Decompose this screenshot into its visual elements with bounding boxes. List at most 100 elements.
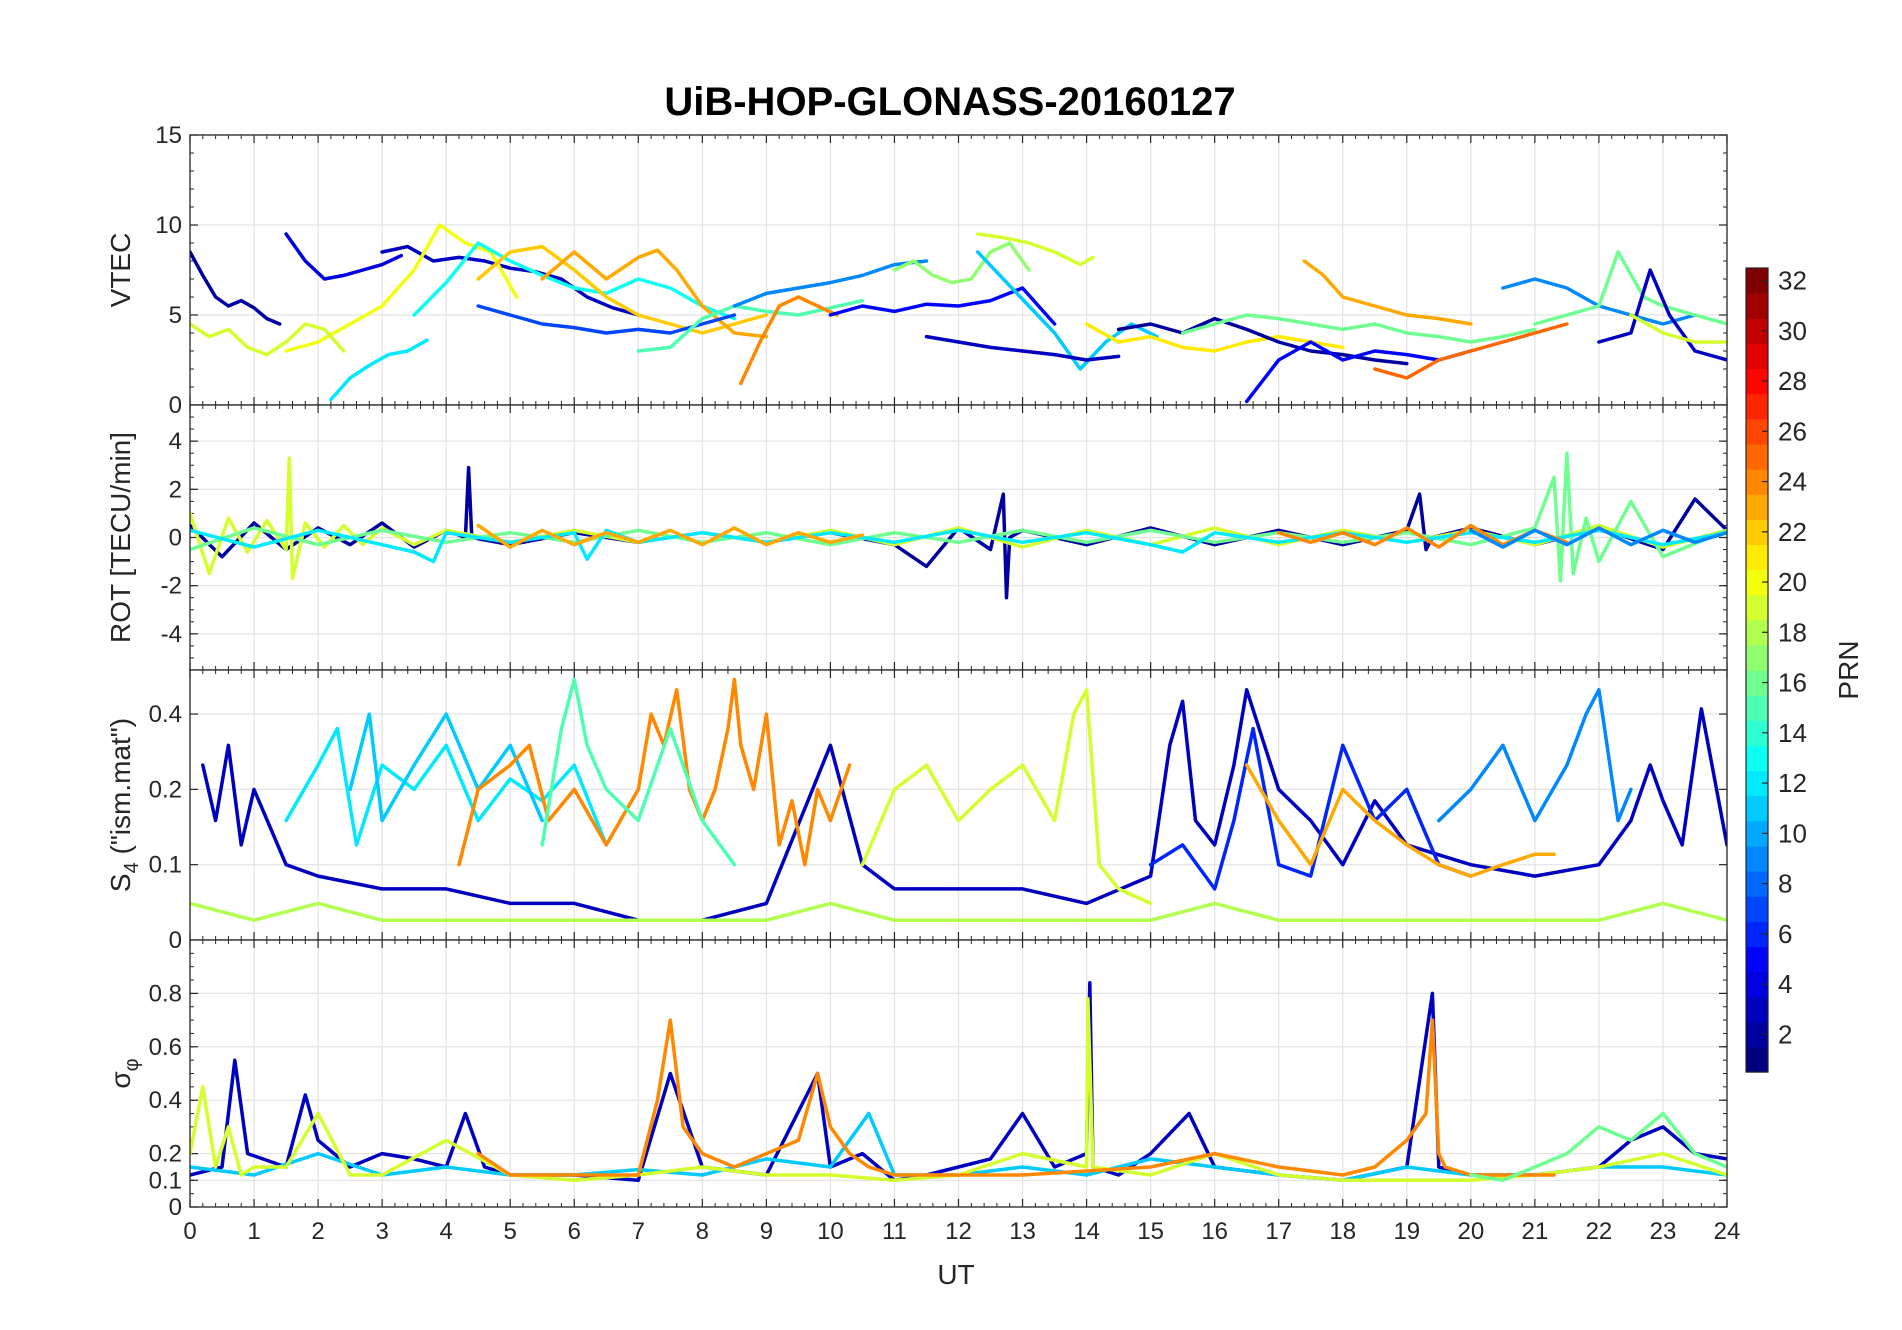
series-group	[190, 223, 1727, 404]
colorbar-segment	[1746, 644, 1768, 671]
series-line-prn-9	[1437, 688, 1633, 823]
series-group	[190, 980, 1727, 1183]
y-tick-label: 0.8	[149, 980, 182, 1007]
series-line-prn-17	[892, 241, 1031, 285]
y-tick-label: 0	[169, 392, 182, 419]
colorbar-tick-label: 20	[1778, 567, 1807, 597]
colorbar-segment	[1746, 393, 1768, 420]
x-tick-label: 9	[760, 1218, 773, 1245]
y-tick-label: 0	[169, 1194, 182, 1221]
panel-rot: -4 -2 0 2 4 ROT [TECU/min]	[105, 404, 1728, 671]
colorbar-segment	[1746, 921, 1768, 947]
colorbar-tick-label: 32	[1778, 266, 1807, 296]
y-tick-label: 0	[169, 525, 182, 552]
series-line-prn-13	[412, 241, 737, 321]
y-axis-label: σφ	[105, 1058, 143, 1088]
y-tick-label: 0.1	[149, 1167, 182, 1194]
series-line-prn-25	[1373, 322, 1569, 380]
y-axis-label: VTEC	[105, 233, 136, 308]
colorbar-segment	[1746, 896, 1768, 922]
colorbar-segment	[1746, 1046, 1768, 1073]
x-tick-label: 21	[1522, 1218, 1549, 1245]
x-tick-label: 8	[696, 1218, 709, 1245]
series-group	[190, 677, 1727, 922]
series-line-prn-23	[1244, 763, 1556, 878]
series-line-prn-16	[1469, 1111, 1727, 1183]
colorbar-segment	[1746, 569, 1768, 596]
series-line-prn-19	[190, 322, 346, 357]
series-line-prn-19	[190, 996, 1727, 1183]
x-tick-label: 3	[375, 1218, 388, 1245]
x-tick-label: 14	[1073, 1218, 1100, 1245]
x-tick-label: 10	[817, 1218, 844, 1245]
colorbar-segment	[1746, 368, 1768, 395]
colorbar-tick-label: 4	[1778, 969, 1792, 999]
colorbar-tick-label: 22	[1778, 517, 1807, 547]
colorbar-segment	[1746, 695, 1768, 721]
x-tick-label: 16	[1201, 1218, 1228, 1245]
series-line-prn-24	[476, 1018, 1556, 1177]
series-line-prn-16	[1533, 250, 1727, 326]
colorbar-segment	[1746, 619, 1768, 646]
colorbar-segment	[1746, 494, 1768, 520]
y-axis-label: ROT [TECU/min]	[105, 432, 136, 643]
colorbar-segment	[1746, 318, 1768, 344]
y-tick-label: 0.2	[149, 1141, 182, 1168]
series-line-prn-9	[1469, 526, 1727, 549]
series-line-prn-3	[380, 244, 641, 317]
series-line-prn-19	[1629, 313, 1727, 344]
colorbar-tick-label: 28	[1778, 366, 1807, 396]
series-line-prn-5	[1244, 340, 1473, 404]
colorbar-segment	[1746, 418, 1768, 445]
x-tick-label: 5	[504, 1218, 517, 1245]
series-group	[190, 451, 1727, 600]
colorbar-segment	[1746, 845, 1768, 872]
colorbar-segment	[1746, 745, 1768, 772]
colorbar-segment	[1746, 996, 1768, 1023]
y-tick-label: 0.1	[149, 852, 182, 879]
x-tick-label: 22	[1586, 1218, 1613, 1245]
series-line-prn-12	[190, 528, 1727, 564]
x-axis-label: UT	[937, 1259, 974, 1290]
colorbar-segment	[1746, 946, 1768, 973]
x-tick-label: 7	[632, 1218, 645, 1245]
series-line-prn-16	[1180, 313, 1537, 344]
series-line-prn-9	[732, 259, 929, 308]
x-tick-label: 19	[1393, 1218, 1420, 1245]
colorbar-tick-label: 16	[1778, 668, 1807, 698]
series-line-prn-15	[540, 677, 737, 867]
colorbar-segment	[1746, 293, 1768, 319]
series-line-prn-3	[924, 334, 1121, 362]
series-line-prn-6	[1148, 726, 1473, 891]
y-tick-label: 10	[155, 212, 182, 239]
y-tick-label-min: 0	[169, 927, 182, 954]
x-tick-label: 23	[1650, 1218, 1677, 1245]
y-tick-label: -4	[161, 621, 182, 648]
series-line-prn-11	[348, 712, 544, 823]
colorbar-segment	[1746, 871, 1768, 897]
series-line-prn-21	[1084, 322, 1345, 353]
colorbar-segment	[1746, 519, 1768, 545]
colorbar-tick-label: 18	[1778, 617, 1807, 647]
series-line-prn-23	[476, 523, 865, 549]
colorbar-segment	[1746, 544, 1768, 571]
colorbar-segment	[1746, 795, 1768, 822]
y-tick-label: 0.4	[149, 701, 182, 728]
series-line-prn-3	[1597, 268, 1727, 362]
colorbar-segment	[1746, 268, 1768, 294]
colorbar-segment	[1746, 820, 1768, 847]
series-line-prn-23	[1302, 259, 1473, 326]
colorbar-tick-label: 2	[1778, 1019, 1792, 1049]
colorbar-segment	[1746, 343, 1768, 370]
colorbar-tick-label: 12	[1778, 768, 1807, 798]
series-line-prn-24	[739, 295, 839, 386]
x-tick-label: 6	[568, 1218, 581, 1245]
y-tick-label: 0.4	[149, 1087, 182, 1114]
y-tick-label: 5	[169, 302, 182, 329]
panel-sigma_phi: 00.10.2 0.4 0.6 0.8 σφ	[105, 939, 1728, 1221]
y-tick-label: 0.2	[149, 776, 182, 803]
colorbar-tick-label: 26	[1778, 416, 1807, 446]
